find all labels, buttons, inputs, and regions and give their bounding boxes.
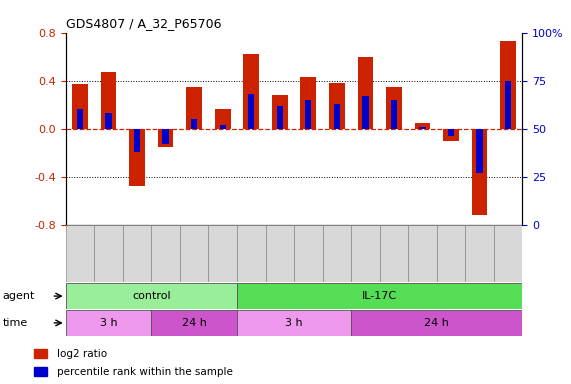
Bar <box>408 225 437 282</box>
Text: 3 h: 3 h <box>286 318 303 328</box>
Text: 24 h: 24 h <box>182 318 207 328</box>
Bar <box>391 100 397 129</box>
Bar <box>329 83 345 129</box>
Bar <box>237 283 522 309</box>
Bar <box>66 225 94 282</box>
Bar <box>437 225 465 282</box>
Bar <box>363 96 369 129</box>
Bar <box>243 54 259 129</box>
Bar <box>72 84 88 129</box>
Bar <box>266 225 294 282</box>
Bar <box>465 225 494 282</box>
Bar <box>186 87 202 129</box>
Bar <box>419 127 426 129</box>
Bar <box>151 225 180 282</box>
Bar <box>180 225 208 282</box>
Text: agent: agent <box>3 291 35 301</box>
Bar <box>237 225 266 282</box>
Text: time: time <box>3 318 28 328</box>
Bar <box>191 119 198 129</box>
Text: IL-17C: IL-17C <box>362 291 397 301</box>
Bar <box>134 129 140 152</box>
Bar <box>94 225 123 282</box>
Bar <box>272 95 288 129</box>
Bar <box>415 122 431 129</box>
Bar <box>277 106 283 129</box>
Bar <box>351 310 522 336</box>
Bar <box>158 129 174 147</box>
Bar <box>106 113 112 129</box>
Text: GDS4807 / A_32_P65706: GDS4807 / A_32_P65706 <box>66 17 221 30</box>
Bar <box>215 109 231 129</box>
Text: 3 h: 3 h <box>100 318 117 328</box>
Bar <box>237 310 351 336</box>
Bar <box>494 225 522 282</box>
Bar <box>357 57 373 129</box>
Bar <box>100 72 116 129</box>
Bar <box>305 100 312 129</box>
Text: log2 ratio: log2 ratio <box>57 349 107 359</box>
Bar <box>323 225 351 282</box>
Bar <box>505 81 512 129</box>
Bar <box>300 77 316 129</box>
Bar <box>472 129 488 215</box>
Bar <box>248 94 255 129</box>
Bar <box>500 41 516 129</box>
Bar <box>443 129 459 141</box>
Bar <box>151 310 237 336</box>
Bar <box>34 349 47 358</box>
Text: percentile rank within the sample: percentile rank within the sample <box>57 366 233 377</box>
Text: 24 h: 24 h <box>424 318 449 328</box>
Bar <box>129 129 145 186</box>
Bar <box>380 225 408 282</box>
Bar <box>66 283 237 309</box>
Bar <box>386 87 402 129</box>
Text: control: control <box>132 291 171 301</box>
Bar <box>34 367 47 376</box>
Bar <box>123 225 151 282</box>
Bar <box>220 125 226 129</box>
Bar <box>77 109 83 129</box>
Bar <box>448 129 455 136</box>
Bar <box>66 310 151 336</box>
Bar <box>208 225 237 282</box>
Bar <box>162 129 169 144</box>
Bar <box>333 104 340 129</box>
Bar <box>476 129 483 173</box>
Bar <box>351 225 380 282</box>
Bar <box>294 225 323 282</box>
